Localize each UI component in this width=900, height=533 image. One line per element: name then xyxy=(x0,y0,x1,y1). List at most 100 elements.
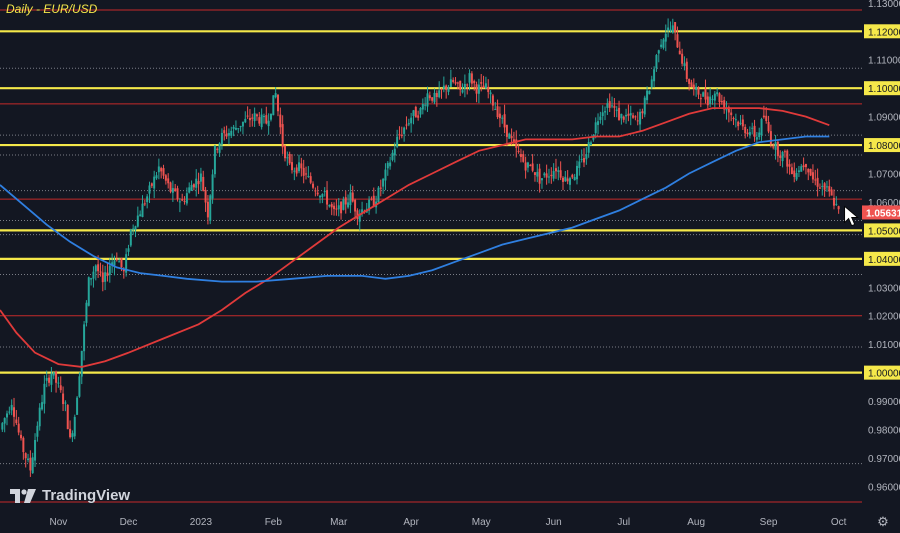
candle-body xyxy=(718,93,721,103)
candle-body xyxy=(108,265,111,275)
candle-body xyxy=(529,164,532,166)
candle-body xyxy=(540,178,543,181)
candle-body xyxy=(487,86,490,93)
candle-body xyxy=(368,199,371,211)
candle-body xyxy=(699,98,702,100)
candle-body xyxy=(211,174,214,199)
candle-body xyxy=(328,204,331,207)
candle-body xyxy=(48,377,51,383)
candle-body xyxy=(571,174,574,178)
candle-body xyxy=(227,133,230,136)
candle-body xyxy=(825,186,828,188)
candle-body xyxy=(517,150,520,152)
candle-body xyxy=(648,90,651,95)
candle-body xyxy=(405,124,408,126)
candle-body xyxy=(99,271,102,273)
candle-body xyxy=(174,188,177,191)
y-tick-highlight xyxy=(864,365,900,380)
candle-body xyxy=(428,95,431,99)
candle-body xyxy=(590,142,593,146)
candle-body xyxy=(17,423,20,433)
candle-body xyxy=(597,121,600,125)
candle-body xyxy=(354,199,357,212)
candle-body xyxy=(309,176,312,183)
candle-body xyxy=(113,260,116,266)
candle-body xyxy=(830,189,833,196)
red-moving-average-line[interactable] xyxy=(0,107,830,368)
candle-body xyxy=(195,178,198,188)
candle-body xyxy=(769,131,772,145)
candle-body xyxy=(412,110,415,116)
candle-body xyxy=(269,113,272,120)
candle-body xyxy=(115,259,118,261)
candle-body xyxy=(129,229,132,246)
candle-body xyxy=(111,262,114,266)
x-tick-label: Dec xyxy=(120,517,138,528)
candle-body xyxy=(456,82,459,84)
candle-body xyxy=(681,53,684,64)
candle-body xyxy=(31,457,34,474)
candle-body xyxy=(241,121,244,127)
candle-body xyxy=(15,419,18,424)
candle-body xyxy=(417,115,420,118)
y-tick-label: 1.11000 xyxy=(868,56,900,67)
y-tick-label: 1.01000 xyxy=(868,340,900,351)
candle-body xyxy=(45,378,48,381)
candle-body xyxy=(751,127,754,129)
horizontal-levels xyxy=(0,9,862,503)
candle-body xyxy=(274,93,277,98)
candle-body xyxy=(765,115,768,121)
candle-body xyxy=(69,428,72,438)
candle-body xyxy=(800,166,803,172)
candle-body xyxy=(821,185,824,187)
mouse-cursor-icon xyxy=(844,205,859,226)
candle-body xyxy=(178,201,181,203)
candle-body xyxy=(510,135,513,139)
gear-icon[interactable]: ⚙ xyxy=(877,514,889,529)
blue-moving-average-line[interactable] xyxy=(0,135,830,283)
candle-body xyxy=(491,95,494,106)
candle-body xyxy=(641,111,644,114)
candle-body xyxy=(393,148,396,156)
candle-body xyxy=(643,97,646,115)
candle-body xyxy=(192,184,195,188)
candle-body xyxy=(664,33,667,42)
candle-body xyxy=(753,125,756,137)
candle-body xyxy=(160,168,163,172)
candle-body xyxy=(167,178,170,184)
candle-body xyxy=(561,177,564,182)
candle-body xyxy=(38,407,41,427)
y-tick-highlight xyxy=(864,138,900,153)
candle-body xyxy=(220,132,223,145)
candle-body xyxy=(835,203,838,205)
y-tick-highlight xyxy=(864,251,900,266)
candle-body xyxy=(104,272,107,282)
candle-body xyxy=(475,84,478,94)
candle-body xyxy=(389,162,392,167)
candle-body xyxy=(286,157,289,159)
candle-body xyxy=(599,116,602,121)
candle-body xyxy=(463,84,466,89)
candle-body xyxy=(293,170,296,172)
candle-body xyxy=(557,170,560,172)
candle-body xyxy=(253,113,256,122)
candle-body xyxy=(578,161,581,169)
candle-body xyxy=(419,108,422,115)
candle-body xyxy=(452,79,455,83)
candle-body xyxy=(50,373,53,385)
candle-body xyxy=(94,265,97,272)
candle-body xyxy=(515,139,518,149)
candle-body xyxy=(344,197,347,205)
candle-body xyxy=(538,168,541,184)
candle-body xyxy=(697,87,700,95)
candle-body xyxy=(120,258,123,268)
candle-body xyxy=(725,109,728,111)
candle-body xyxy=(704,88,707,100)
candle-body xyxy=(811,172,814,180)
candle-body xyxy=(314,190,317,192)
candle-body xyxy=(272,95,275,116)
candle-body xyxy=(90,278,93,280)
candle-body xyxy=(118,261,121,263)
